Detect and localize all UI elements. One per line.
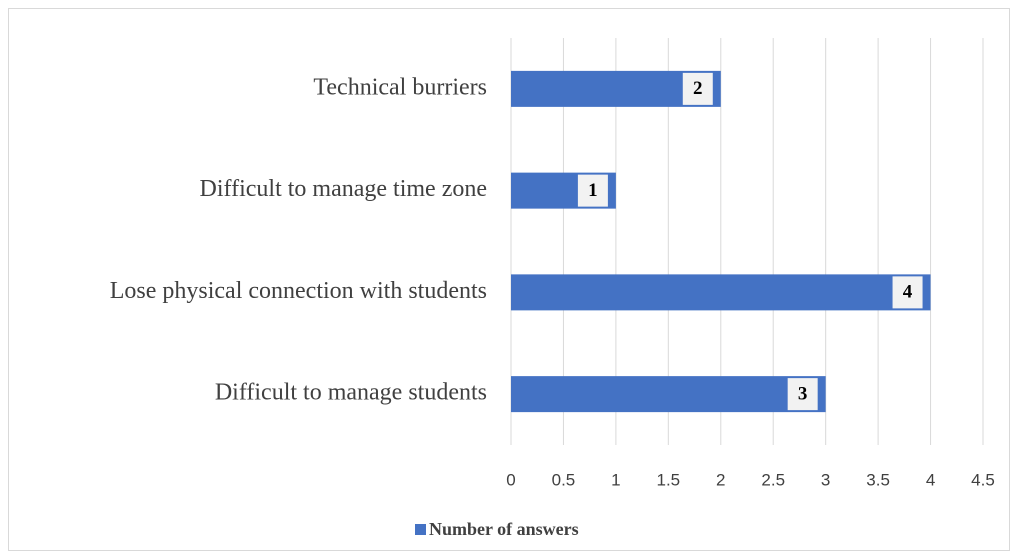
x-tick-label: 4 [926, 470, 935, 489]
data-label: 2 [693, 78, 703, 99]
x-tick-label: 3.5 [866, 470, 890, 489]
bar [511, 274, 931, 311]
x-tick-label: 0 [506, 470, 515, 489]
data-label: 4 [903, 282, 913, 303]
data-label-box [787, 378, 818, 411]
data-label-box [892, 276, 923, 309]
data-label: 3 [798, 383, 808, 404]
bar [511, 376, 826, 413]
x-tick-label: 0.5 [552, 470, 576, 489]
y-tick-label: Technical burriers [313, 74, 487, 100]
data-label-box [577, 174, 608, 207]
data-label-box [682, 72, 713, 105]
data-label: 1 [588, 180, 598, 201]
y-tick-label: Difficult to manage students [215, 380, 487, 406]
x-tick-label: 2 [716, 470, 725, 489]
x-tick-label: 2.5 [761, 470, 785, 489]
legend-swatch [415, 524, 426, 535]
x-tick-label: 4.5 [971, 470, 995, 489]
x-tick-label: 1.5 [657, 470, 681, 489]
x-tick-label: 3 [821, 470, 830, 489]
y-tick-label: Difficult to manage time zone [200, 176, 487, 202]
x-tick-label: 1 [611, 470, 620, 489]
y-tick-label: Lose physical connection with students [110, 278, 487, 304]
legend-label: Number of answers [429, 519, 579, 539]
